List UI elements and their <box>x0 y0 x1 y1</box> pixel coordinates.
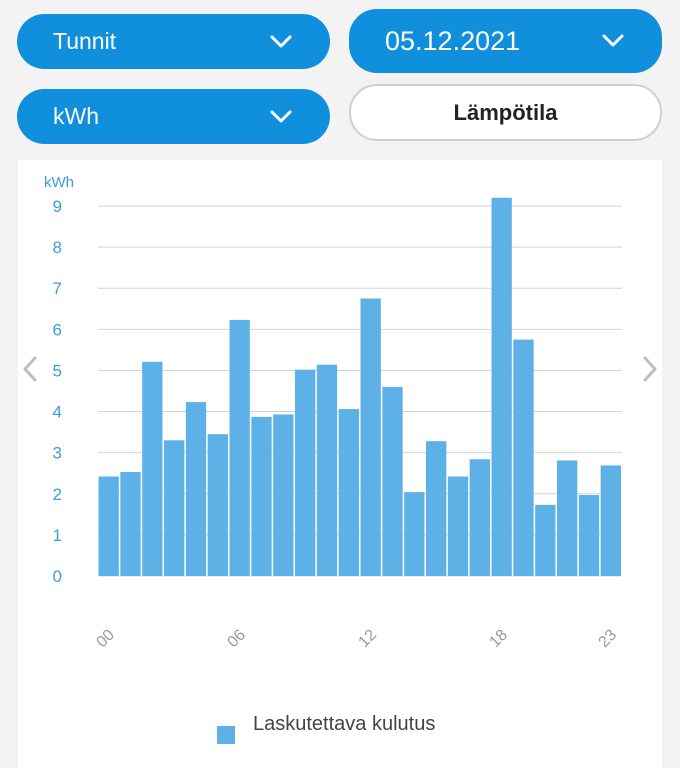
bar[interactable] <box>229 319 250 576</box>
x-tick-label: 00 <box>93 626 118 651</box>
temperature-button[interactable]: Lämpötila <box>349 84 662 141</box>
y-tick-label: 6 <box>53 320 62 339</box>
y-tick-label: 0 <box>53 567 62 586</box>
bar[interactable] <box>251 416 272 576</box>
bar[interactable] <box>207 434 228 576</box>
date-select[interactable]: 05.12.2021 <box>349 9 662 73</box>
y-tick-label: 3 <box>53 444 62 463</box>
bar[interactable] <box>491 197 512 576</box>
unit-select[interactable]: kWh <box>17 89 330 144</box>
bar[interactable] <box>600 465 621 576</box>
bar[interactable] <box>535 504 556 576</box>
bar[interactable] <box>404 492 425 576</box>
y-axis-label: kWh <box>44 174 74 191</box>
unit-select-label: kWh <box>53 103 99 129</box>
x-tick-label: 18 <box>486 626 511 651</box>
bar[interactable] <box>316 364 338 576</box>
period-select[interactable]: Tunnit <box>17 14 330 69</box>
chevron-down-icon <box>270 35 292 47</box>
bar[interactable] <box>295 369 316 576</box>
legend-label: Laskutettava kulutus <box>253 713 435 735</box>
x-tick-label: 12 <box>355 626 380 651</box>
y-tick-label: 4 <box>53 403 62 422</box>
bar[interactable] <box>469 459 490 576</box>
chart-card: 0 1 2 3 4 5 6 7 8 9 kWh 00 06 12 18 23 Laskutettava kulu… <box>18 160 662 768</box>
y-tick-label: 5 <box>53 361 62 380</box>
bar[interactable] <box>142 361 163 576</box>
bar[interactable] <box>120 471 141 576</box>
temperature-button-label: Lämpötila <box>453 99 558 125</box>
y-tick-label: 7 <box>53 279 62 298</box>
bar[interactable] <box>338 409 359 576</box>
y-tick-label: 2 <box>53 485 62 504</box>
y-tick-label: 8 <box>53 238 62 257</box>
y-tick-label: 1 <box>53 526 62 545</box>
y-tick-label: 9 <box>53 197 62 216</box>
chevron-left-icon[interactable] <box>22 355 38 383</box>
date-select-label: 05.12.2021 <box>385 25 521 56</box>
chevron-right-icon[interactable] <box>642 355 658 383</box>
x-tick-label: 23 <box>596 626 621 651</box>
bar[interactable] <box>557 460 578 576</box>
period-select-label: Tunnit <box>53 28 117 54</box>
x-tick-label: 06 <box>224 626 249 651</box>
bar[interactable] <box>98 476 119 576</box>
bar[interactable] <box>185 402 207 576</box>
bar[interactable] <box>447 476 469 576</box>
bar[interactable] <box>578 495 600 576</box>
chevron-down-icon <box>270 110 292 122</box>
bar[interactable] <box>164 440 185 576</box>
legend-swatch <box>217 726 235 744</box>
bar[interactable] <box>360 298 381 577</box>
chevron-down-icon <box>602 34 624 47</box>
bar[interactable] <box>513 339 534 576</box>
bar[interactable] <box>273 414 294 576</box>
bar[interactable] <box>382 386 403 576</box>
bar[interactable] <box>426 441 447 576</box>
